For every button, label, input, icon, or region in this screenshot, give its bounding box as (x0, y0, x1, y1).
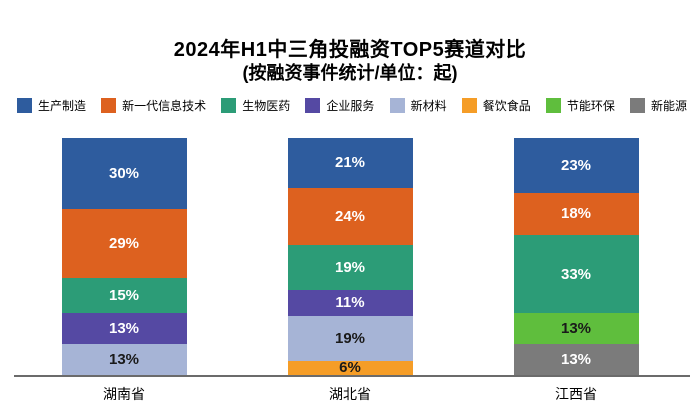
bar-segment: 19% (287, 244, 413, 290)
bar-segment: 18% (513, 192, 639, 236)
legend-item-6: 节能环保 (545, 97, 615, 114)
stacked-bar-1: 21% 24% 19% 11% 19% 6% (287, 138, 413, 375)
chart-subtitle: (按融资事件统计/单位：起) (242, 63, 458, 83)
legend-label: 新材料 (410, 98, 447, 113)
bar-segment: 11% (287, 289, 413, 316)
x-axis-line (14, 375, 690, 377)
bar-segment: 13% (513, 313, 639, 345)
stacked-bar-0: 30% 29% 15% 13% 13% (61, 138, 187, 375)
legend-swatch-icon (101, 97, 117, 113)
legend-swatch-icon (629, 97, 645, 113)
bar-segment: 19% (287, 315, 413, 361)
bar-segment: 15% (61, 277, 187, 314)
legend-item-1: 新一代信息技术 (101, 97, 206, 114)
legend-swatch-icon (545, 97, 561, 113)
legend-label: 企业服务 (326, 98, 375, 113)
bar-segment: 6% (287, 360, 413, 375)
bar-segment: 30% (61, 138, 187, 210)
legend-label: 餐饮食品 (482, 98, 531, 113)
bar-segment: 13% (513, 344, 639, 375)
plot-area: 30% 29% 15% 13% 13% 21% 24% 19% 11% 19% 6% 23% 18% 33… (0, 138, 700, 375)
category-label-0: 湖南省 (103, 386, 145, 402)
legend-label: 新能源 (650, 98, 687, 113)
bar-segment: 23% (513, 138, 639, 193)
category-axis-labels: 湖南省 湖北省 江西省 (0, 384, 700, 404)
legend-item-4: 新材料 (389, 97, 447, 114)
legend-label: 生物医药 (242, 98, 291, 113)
legend: 生产制造 新一代信息技术 生物医药 企业服务 新材料 餐饮食品 节能环保 新能源 (17, 96, 687, 114)
legend-label: 节能环保 (566, 98, 615, 113)
stacked-bar-2: 23% 18% 33% 13% 13% (513, 138, 639, 375)
bar-segment: 33% (513, 235, 639, 314)
category-label-1: 湖北省 (329, 386, 371, 402)
legend-label: 新一代信息技术 (122, 98, 207, 113)
bar-segment: 29% (61, 209, 187, 278)
bar-segment: 13% (61, 313, 187, 345)
legend-swatch-icon (221, 97, 237, 113)
category-label-2: 江西省 (555, 386, 597, 402)
legend-swatch-icon (17, 97, 32, 113)
bar-segment: 13% (61, 344, 187, 375)
bar-segment: 24% (287, 187, 413, 245)
legend-swatch-icon (389, 97, 405, 113)
legend-swatch-icon (461, 97, 477, 113)
legend-item-3: 企业服务 (305, 97, 374, 114)
chart-title: 2024年H1中三角投融资TOP5赛道对比 (173, 39, 527, 61)
legend-item-2: 生物医药 (221, 97, 290, 114)
legend-item-5: 餐饮食品 (461, 97, 531, 114)
legend-item-7: 新能源 (629, 97, 687, 114)
legend-label: 生产制造 (38, 98, 87, 113)
bar-segment: 21% (287, 138, 413, 188)
legend-item-0: 生产制造 (17, 97, 86, 114)
legend-swatch-icon (305, 97, 321, 113)
